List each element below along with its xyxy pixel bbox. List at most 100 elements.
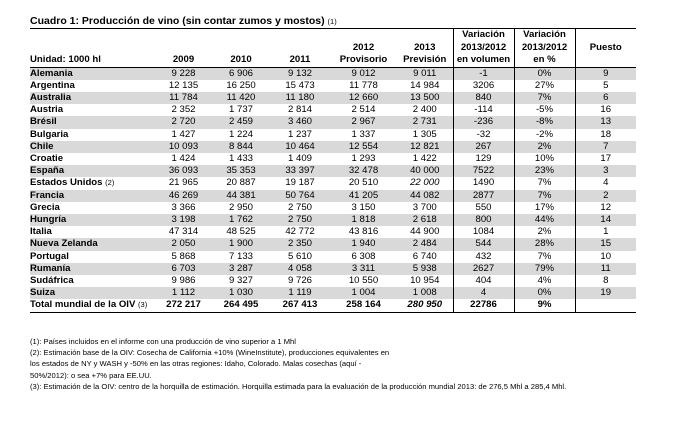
cell-v2011: 19 187 (285, 177, 315, 189)
header-pct: Variación (513, 29, 575, 42)
cell-rank: 14 (574, 213, 636, 227)
cell-v2010: 7 133 (228, 250, 253, 262)
country-name: Francia (30, 189, 65, 201)
cell-rank: 12 (574, 201, 636, 214)
cell-v2009: 2 720 (155, 116, 212, 129)
cell-v2009: 21 965 (168, 177, 199, 189)
table-row: Australia 11 784 11 420 11 180 12 660 13 500… (30, 91, 636, 105)
cell-v2012: 1 293 (351, 152, 376, 164)
header-2013: 2013 (414, 41, 436, 53)
cell-v2013: 40 000 (397, 165, 453, 178)
cell-v2011: 3 460 (270, 116, 330, 129)
header-2011: 2011 (270, 54, 330, 68)
country-cell: Chile (30, 140, 155, 153)
country-name: Estados Unidos (30, 177, 103, 189)
country-name: Bulgaria (30, 128, 69, 140)
cell-v2009: 12 135 (168, 79, 199, 91)
cell-v2013: 2 400 (412, 104, 437, 116)
cell-pct: 9% (513, 299, 575, 313)
cell-v2013: 3 700 (412, 201, 437, 213)
cell-v2011: 2 750 (270, 213, 330, 227)
cell-v2010: 9 327 (228, 274, 253, 286)
country-cell: Grecia (30, 202, 155, 214)
table-row: Austria 2 352 1 737 2 814 2 514 2 400 -114 -5%… (30, 104, 636, 117)
header-2009: 2009 (155, 54, 212, 68)
header-2013-sub: Previsión (397, 54, 453, 68)
cell-v2009: 1 424 (171, 152, 196, 164)
table-row: Alemania 9 228 6 906 9 132 9 012 9 011 -1 0% 9 (30, 67, 636, 80)
country-cell: Estados Unidos (2) (30, 177, 155, 189)
cell-v2011: 267 413 (270, 299, 330, 313)
cell-pct: 7% (513, 250, 575, 263)
cell-v2009: 11 784 (155, 91, 212, 105)
cell-v2011: 2 814 (287, 104, 312, 116)
cell-v2010: 3 287 (212, 262, 270, 275)
cell-v2012: 6 308 (351, 250, 376, 262)
cell-rank: 19 (574, 287, 636, 300)
country-cell: Australia (30, 91, 155, 105)
cell-pct: 0% (513, 67, 575, 80)
cell-v2013: 6 740 (412, 250, 437, 262)
footnote-2-cont2: 50%/2012): o sea +7% para EE.UU. (30, 370, 152, 380)
cell-v2013: 1 008 (397, 287, 453, 300)
cell-pct: 27% (513, 79, 575, 92)
table-row: Sudáfrica 9 986 9 327 9 726 10 550 10 954 404… (30, 274, 636, 288)
cell-vol: 550 (452, 201, 514, 214)
cell-v2009: 2 352 (171, 104, 196, 116)
cell-v2010: 48 525 (226, 226, 256, 238)
cell-v2012: 20 510 (348, 177, 379, 189)
country-cell: Suiza (30, 287, 155, 300)
footnote-ref: (2) (105, 178, 115, 188)
table-row: Suiza 1 112 1 030 1 119 1 004 1 008 4 0% 19 (30, 287, 636, 300)
table-row: Hungría 3 198 1 762 2 750 1 818 2 618 800 44% 1… (30, 213, 636, 227)
country-name: Hungría (30, 213, 67, 225)
cell-v2011: 9 726 (287, 274, 312, 286)
footnote-1: (1): Países incluidos en el informe con … (30, 337, 296, 346)
cell-pct: -2% (513, 128, 575, 141)
cell-v2012: 3 311 (330, 262, 397, 275)
cell-v2011: 4 058 (270, 262, 330, 275)
table-row: Rumanía 6 703 3 287 4 058 3 311 5 938 2627 79%… (30, 262, 636, 275)
table-row: Nueva Zelanda 2 050 1 900 2 350 1 940 2 484 5… (30, 238, 636, 251)
cell-v2010: 1 762 (212, 213, 270, 227)
header-rank: Puesto (574, 41, 636, 54)
cell-pct: 28% (513, 238, 575, 251)
cell-vol: 4 (452, 287, 514, 300)
cell-rank: 7 (574, 140, 636, 153)
cell-v2011: 1 409 (287, 152, 312, 164)
cell-pct: 7% (513, 189, 575, 202)
cell-v2013: 44 900 (410, 226, 440, 238)
country-name: Italia (30, 226, 52, 238)
cell-v2009: 3 198 (155, 213, 212, 227)
cell-v2010: 1 900 (212, 238, 270, 251)
cell-rank: 11 (574, 262, 636, 275)
table-row: Portugal 5 868 7 133 5 610 6 308 6 740 432 7% 1… (30, 250, 636, 263)
cell-v2012: 1 337 (351, 128, 376, 140)
footnotes: (1): Países incluidos en el informe con … (30, 336, 566, 392)
cell-v2010: 20 887 (226, 177, 256, 189)
header-vol-sub: en volumen (452, 54, 514, 68)
footnote-2: (2): Estimación base de la OIV: Cosecha … (30, 348, 390, 358)
cell-v2009: 1 112 (155, 287, 212, 300)
cell-vol: 2877 (452, 189, 514, 202)
cell-v2013: 2 618 (397, 213, 453, 227)
cell-v2013: 2 731 (397, 116, 453, 129)
table-row: Argentina 12 135 16 250 15 473 11 778 14 984… (30, 79, 636, 92)
cell-rank: 5 (574, 79, 636, 92)
country-cell: Sudáfrica (30, 275, 155, 287)
cell-v2011: 33 397 (270, 165, 330, 178)
header-pct-sub: en % (513, 54, 575, 68)
cell-v2011: 2 350 (270, 238, 330, 251)
footnote-2-cont: los estados de NY y WASH y -50% en las o… (30, 359, 362, 369)
cell-vol: 1490 (452, 177, 514, 190)
cell-vol: 432 (452, 250, 514, 263)
cell-pct: 17% (513, 201, 575, 214)
cell-v2013: 13 500 (397, 91, 453, 105)
cell-v2012: 11 778 (349, 79, 378, 91)
cell-v2010: 1 433 (228, 152, 253, 164)
cell-pct: 79% (513, 262, 575, 275)
country-cell: Bulgaria (30, 129, 155, 141)
cell-v2011: 1 119 (270, 287, 330, 300)
cell-v2009: 10 093 (155, 140, 212, 153)
country-cell: España (30, 165, 155, 178)
